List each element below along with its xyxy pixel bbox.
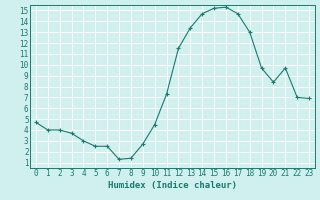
X-axis label: Humidex (Indice chaleur): Humidex (Indice chaleur)	[108, 181, 237, 190]
